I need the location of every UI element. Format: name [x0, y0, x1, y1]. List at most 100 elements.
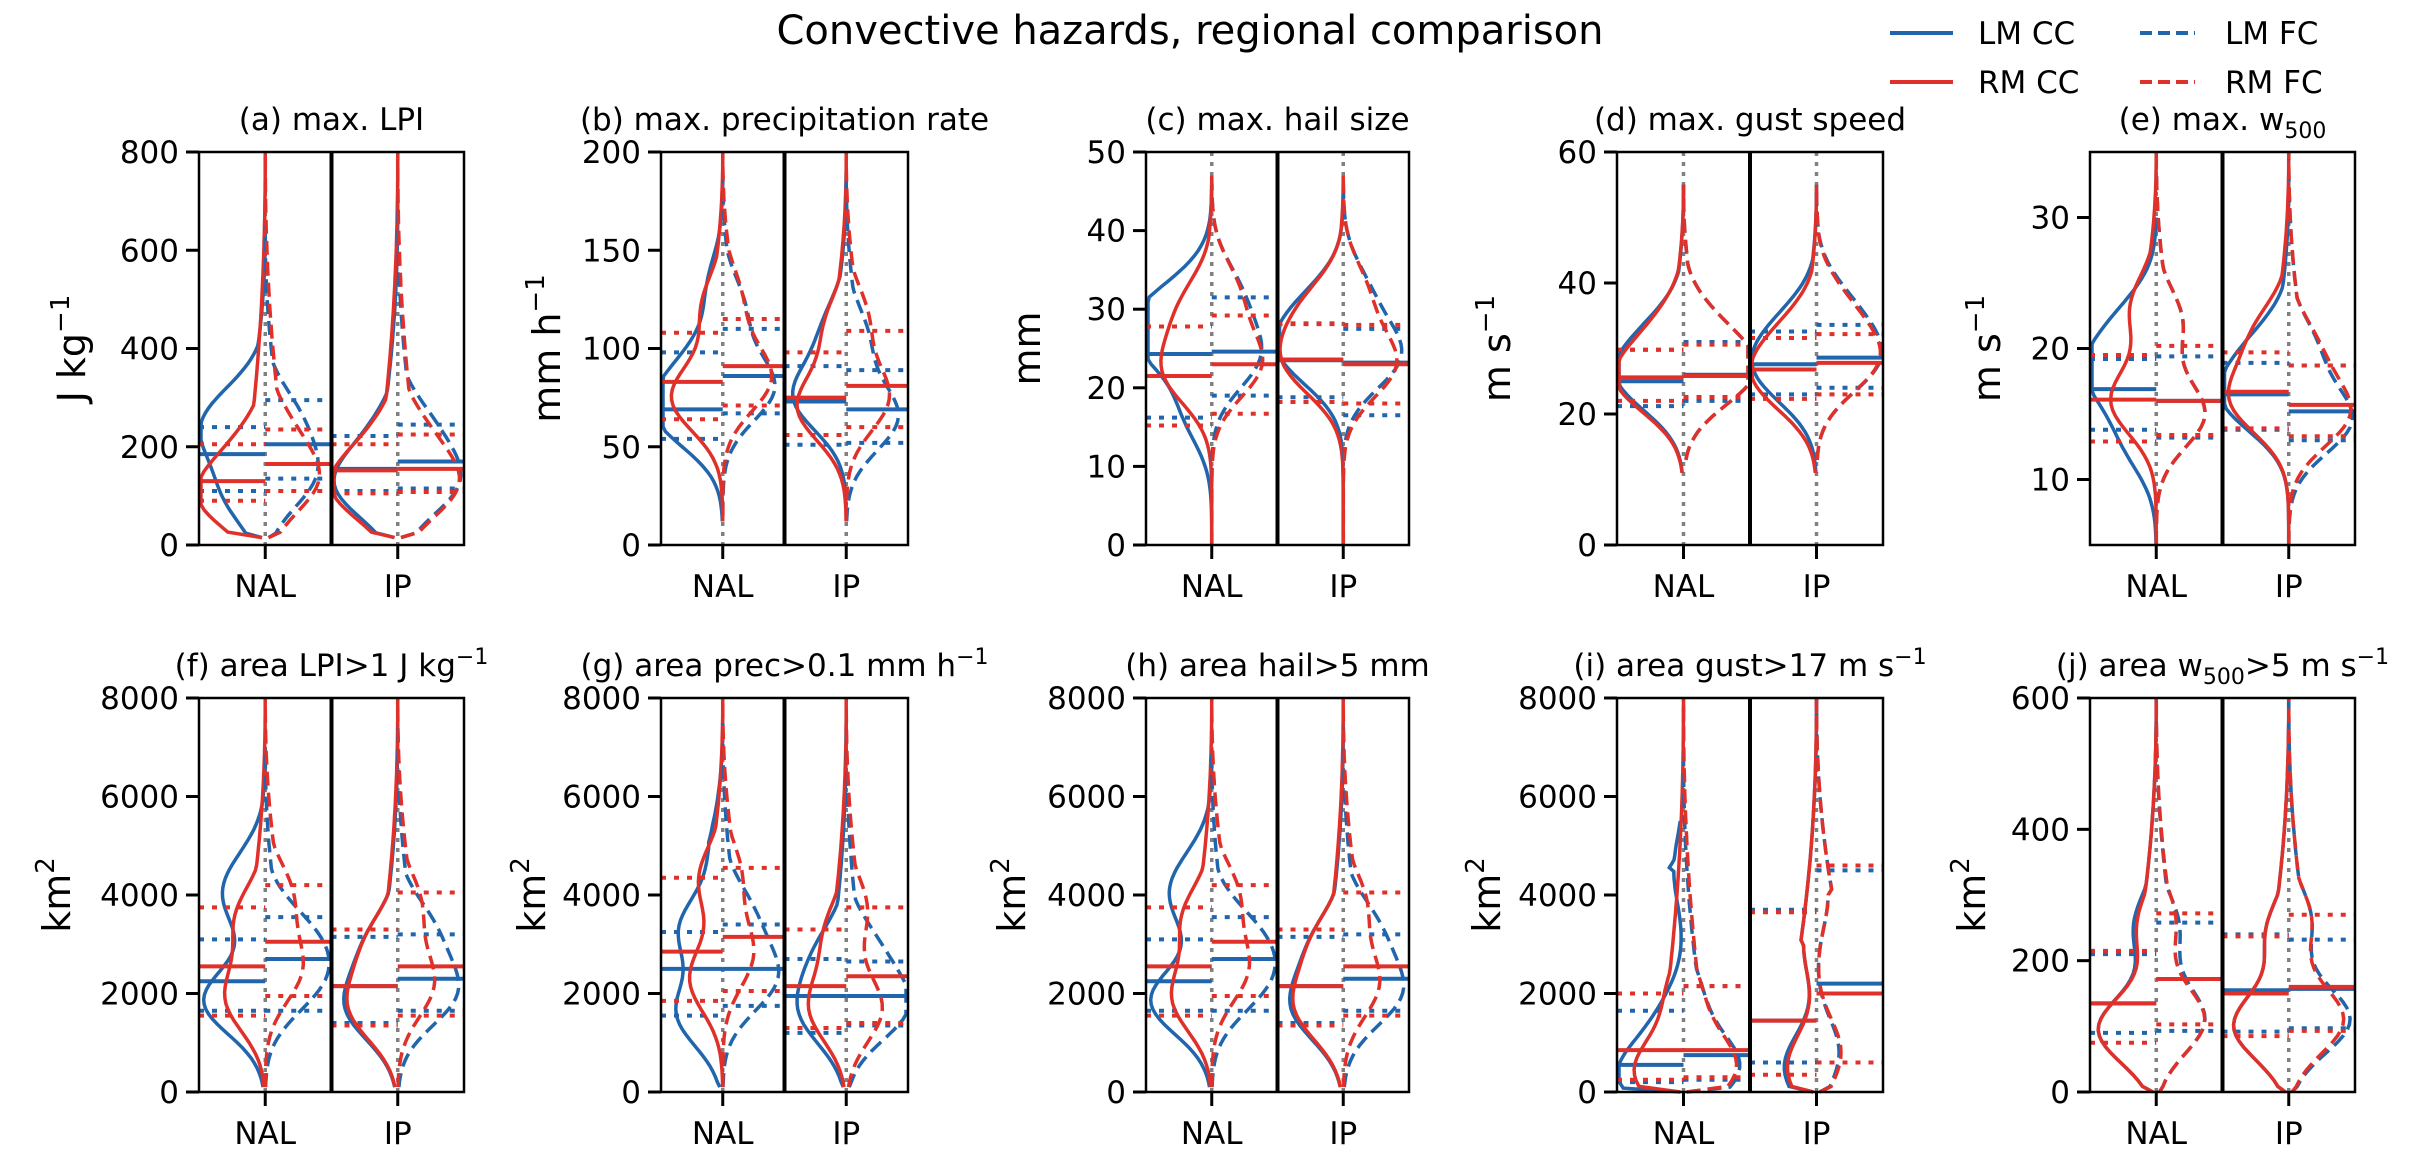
- panel-title: (c) max. hail size: [1145, 102, 1409, 138]
- y-tick-label: 8000: [100, 681, 179, 717]
- panel-b: (b) max. precipitation rate mm h−1 0 50 100 1…: [521, 102, 989, 605]
- y-axis-label-superscript: 2: [986, 857, 1016, 874]
- violin-nal-rm-fc: [1210, 698, 1252, 1088]
- y-axis-label-text: km: [35, 874, 79, 933]
- violin-nal-rm-fc: [1210, 175, 1265, 545]
- panel-title-text: (d) max. gust speed: [1594, 102, 1906, 138]
- violin-ip-rm-cc: [1750, 184, 1819, 474]
- panel-title: (h) area hail>5 mm: [1125, 648, 1430, 684]
- violin-ip-lm-fc: [1814, 184, 1883, 461]
- y-axis-label-superscript: −1: [1471, 295, 1501, 333]
- panel-title-superscript: −1: [956, 645, 988, 670]
- y-tick-label: 0: [1106, 528, 1126, 564]
- y-axis-label-text: km: [1950, 874, 1994, 933]
- y-axis-label-superscript: −1: [1961, 295, 1991, 333]
- y-tick-label: 8000: [562, 681, 641, 717]
- y-tick-label: 60: [1558, 135, 1597, 171]
- violin-ip-rm-fc: [396, 152, 462, 540]
- y-axis-label-text: J kg: [50, 333, 94, 404]
- violin-nal-rm-fc: [1681, 184, 1750, 461]
- panel-title-text: (h) area hail>5 mm: [1125, 648, 1430, 684]
- x-tick-label-nal: NAL: [692, 569, 754, 605]
- panel-e: (e) max. w500 m s−1 10 20 30 NAL IP: [1961, 102, 2357, 605]
- panel-g: (g) area prec>0.1 mm h−1 km2 0 2000 4000 6000…: [506, 645, 989, 1152]
- x-tick-label-ip: IP: [1329, 569, 1357, 605]
- panel-title-tail: >5 m s: [2245, 648, 2357, 684]
- violin-ip-rm-fc: [844, 698, 885, 1088]
- x-tick-label-nal: NAL: [1181, 569, 1243, 605]
- y-tick-label: 6000: [1518, 780, 1597, 816]
- panel-title-text: (b) max. precipitation rate: [580, 102, 989, 138]
- legend-label-lm-cc: LM CC: [1978, 16, 2075, 52]
- panel-title-text: (f) area LPI>1 J kg: [175, 648, 456, 684]
- y-axis-label: mm h−1: [521, 274, 569, 423]
- x-tick-label-nal: NAL: [234, 1116, 296, 1152]
- violin-ip-rm-fc: [2287, 698, 2346, 1094]
- y-axis-label: J kg−1: [46, 295, 94, 405]
- violin-nal-rm-cc: [1617, 184, 1686, 474]
- violin-ip-rm-fc: [1341, 175, 1399, 545]
- y-tick-label: 50: [602, 430, 641, 466]
- panel-title: (e) max. w500: [2119, 102, 2327, 144]
- x-tick-label-ip: IP: [2275, 569, 2303, 605]
- violin-ip-rm-fc: [2287, 152, 2353, 545]
- y-axis-label-superscript: 2: [31, 857, 61, 874]
- y-axis-label: km2: [1461, 857, 1509, 933]
- violin-nal-rm-fc: [721, 152, 774, 516]
- y-tick-label: 8000: [1047, 681, 1126, 717]
- y-tick-label: 10: [1087, 449, 1126, 485]
- panel-title: (d) max. gust speed: [1594, 102, 1906, 138]
- y-tick-label: 20: [1087, 371, 1126, 407]
- x-tick-label-ip: IP: [832, 1116, 860, 1152]
- violin-ip-rm-cc: [2226, 152, 2291, 545]
- legend-label-rm-cc: RM CC: [1978, 65, 2079, 101]
- violin-nal-rm-fc: [1681, 698, 1739, 1094]
- violin-nal-lm-fc: [1681, 747, 1742, 1094]
- y-tick-label: 6000: [562, 780, 641, 816]
- panel-title-text: (a) max. LPI: [239, 102, 424, 138]
- y-tick-label: 6000: [100, 780, 179, 816]
- violin-ip-rm-fc: [1814, 698, 1843, 1094]
- violin-ip-lm-cc: [1277, 183, 1345, 545]
- violin-nal-lm-fc: [263, 225, 320, 540]
- panel-title-superscript: −1: [1894, 645, 1926, 670]
- violin-nal-rm-cc: [687, 698, 725, 1088]
- violin-ip-rm-cc: [2231, 698, 2291, 1094]
- violin-ip-rm-cc: [795, 152, 848, 522]
- violin-nal-rm-cc: [2108, 152, 2158, 545]
- y-tick-label: 0: [159, 1075, 179, 1111]
- violin-nal-rm-fc: [2154, 698, 2207, 1093]
- y-tick-label: 0: [1106, 1075, 1126, 1111]
- violin-nal-rm-cc: [2096, 698, 2158, 1094]
- violin-ip-rm-fc: [844, 152, 892, 522]
- panel-title: (g) area prec>0.1 mm h−1: [580, 645, 988, 684]
- panel-title: (f) area LPI>1 J kg−1: [175, 645, 489, 684]
- panel-a: (a) max. LPI J kg−1 0 200 400 600 800 NAL IP: [46, 102, 466, 605]
- panel-title: (i) area gust>17 m s−1: [1573, 645, 1926, 684]
- y-axis-label-text: km: [510, 874, 554, 933]
- violin-nal-rm-cc: [669, 152, 725, 522]
- y-axis-label: m s−1: [1471, 295, 1519, 402]
- y-tick-label: 4000: [100, 878, 179, 914]
- violin-nal-lm-cc: [1146, 183, 1214, 545]
- violin-nal-rm-cc: [1159, 175, 1214, 545]
- violin-ip-rm-fc: [396, 698, 437, 1088]
- violin-ip-lm-cc: [1287, 722, 1345, 1088]
- violin-nal-lm-cc: [1617, 184, 1686, 474]
- panel-title-text: (e) max. w: [2119, 102, 2285, 138]
- y-tick-label: 0: [621, 528, 641, 564]
- violin-ip-lm-cc: [1750, 184, 1819, 474]
- x-tick-label-nal: NAL: [1653, 1116, 1715, 1152]
- x-tick-label-ip: IP: [384, 569, 412, 605]
- y-axis-label: km2: [986, 857, 1034, 933]
- x-tick-label-nal: NAL: [234, 569, 296, 605]
- x-tick-label-ip: IP: [1329, 1116, 1357, 1152]
- violin-nal-rm-cc: [199, 151, 268, 540]
- legend-label-rm-fc: RM FC: [2225, 65, 2323, 101]
- y-tick-label: 4000: [562, 878, 641, 914]
- panel-title: (a) max. LPI: [239, 102, 424, 138]
- panel-c: (c) max. hail size mm 0 10 20 30 40 50 NAL IP: [1005, 102, 1411, 605]
- panel-title: (b) max. precipitation rate: [580, 102, 989, 138]
- y-tick-label: 2000: [562, 977, 641, 1013]
